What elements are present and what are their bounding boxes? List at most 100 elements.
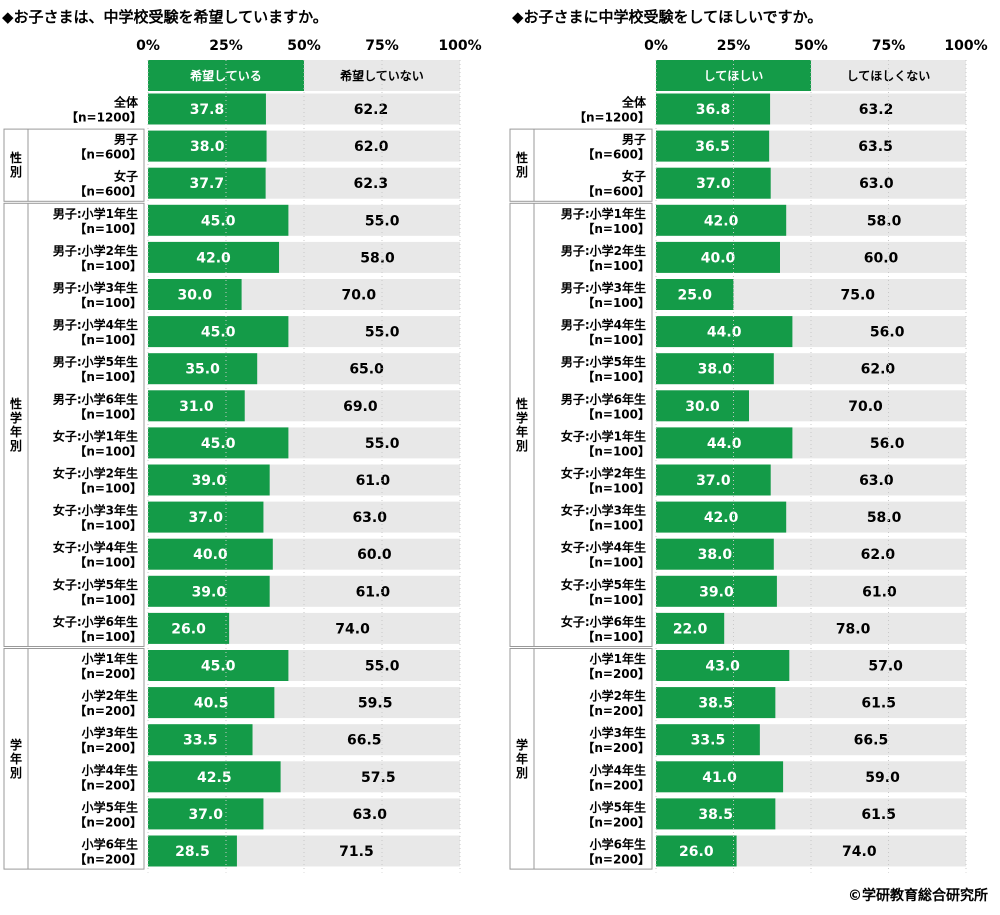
value-label-positive: 40.5 <box>194 696 229 712</box>
value-label-negative: 61.0 <box>356 584 391 600</box>
category-sample-size: 【n=100】 <box>74 406 142 421</box>
category-sample-size: 【n=100】 <box>582 592 650 607</box>
group-label-char: 年 <box>516 751 528 766</box>
category-sample-size: 【n=200】 <box>582 777 650 792</box>
bar-positive <box>656 761 784 793</box>
category-label: 男子:小学3年生 <box>561 280 646 295</box>
bar-positive <box>656 501 787 533</box>
value-label-positive: 40.0 <box>701 250 736 266</box>
category-label: 全体 <box>621 95 647 110</box>
category-sample-size: 【n=200】 <box>582 666 650 681</box>
value-label-positive: 37.0 <box>188 510 223 526</box>
legend-label: 希望している <box>189 68 262 83</box>
group-label: 性学年別 <box>9 396 22 453</box>
category-label: 小学2年生 <box>82 688 138 703</box>
bar-positive <box>656 835 737 867</box>
value-label-negative: 55.0 <box>365 213 400 229</box>
category-sample-size: 【n=100】 <box>74 221 142 236</box>
bar-positive <box>656 279 734 310</box>
category-label: 小学6年生 <box>82 837 138 852</box>
legend-swatch-want <box>656 60 811 91</box>
group-label-char: 別 <box>515 165 528 179</box>
category-sample-size: 【n=200】 <box>74 814 142 829</box>
value-label-positive: 26.0 <box>679 844 714 860</box>
bar-positive <box>148 538 273 570</box>
category-label: 男子:小学4年生 <box>53 317 138 332</box>
value-label-positive: 38.0 <box>698 362 733 378</box>
group-label-char: 別 <box>9 165 22 179</box>
value-label-negative: 61.5 <box>861 696 896 712</box>
bar-positive <box>656 464 771 496</box>
group-label-char: 別 <box>515 766 528 780</box>
bar-positive <box>148 316 289 348</box>
value-label-positive: 33.5 <box>691 733 726 749</box>
category-label: 女子:小学4年生 <box>53 540 138 555</box>
bar-positive <box>656 612 725 644</box>
category-label: 男子:小学2年生 <box>53 243 138 258</box>
category-sample-size: 【n=100】 <box>582 555 650 570</box>
value-label-negative: 63.0 <box>859 473 894 489</box>
category-sample-size: 【n=100】 <box>582 518 650 533</box>
group-label-char: 別 <box>515 439 528 453</box>
category-sample-size: 【n=200】 <box>582 814 650 829</box>
category-sample-size: 【n=200】 <box>74 852 142 867</box>
value-label-negative: 55.0 <box>365 436 400 452</box>
group-label-char: 年 <box>10 751 22 766</box>
group-label-char: 学 <box>516 410 528 425</box>
category-label: 女子 <box>114 169 138 184</box>
bar-positive <box>148 204 289 236</box>
category-label: 小学3年生 <box>82 725 138 740</box>
category-label: 女子:小学2年生 <box>561 466 646 481</box>
value-label-positive: 30.0 <box>685 399 720 415</box>
category-label: 男子 <box>114 133 138 147</box>
category-sample-size: 【n=100】 <box>74 369 142 384</box>
group-label: 性別 <box>9 150 22 179</box>
group-label-char: 別 <box>9 439 22 453</box>
value-label-negative: 63.0 <box>859 176 894 192</box>
category-label: 女子:小学3年生 <box>53 503 138 518</box>
value-label-negative: 71.5 <box>339 844 374 860</box>
group-label-char: 学 <box>516 737 528 752</box>
category-sample-size: 【n=200】 <box>74 703 142 718</box>
value-label-negative: 58.0 <box>360 250 395 266</box>
group-box <box>3 202 145 648</box>
x-tick-label: 75% <box>365 38 399 54</box>
chart-title: ◆お子さまは、中学校受験を希望していますか。 <box>2 8 328 26</box>
group-box <box>3 128 145 202</box>
value-label-negative: 62.0 <box>861 362 896 378</box>
x-tick-label: 100% <box>438 38 481 54</box>
category-label: 男子:小学1年生 <box>53 206 138 221</box>
bar-positive <box>656 427 793 459</box>
category-label: 小学3年生 <box>590 725 646 740</box>
value-label-positive: 43.0 <box>705 659 740 675</box>
category-label: 全体 <box>113 95 139 110</box>
category-sample-size: 【n=100】 <box>74 481 142 496</box>
category-label: 女子:小学6年生 <box>561 614 646 629</box>
value-label-negative: 74.0 <box>335 621 370 637</box>
value-label-negative: 56.0 <box>870 436 905 452</box>
category-sample-size: 【n=100】 <box>582 221 650 236</box>
group-label-char: 年 <box>10 424 22 439</box>
value-label-positive: 38.0 <box>698 547 733 563</box>
bar-positive <box>656 724 760 756</box>
category-label: 男子:小学1年生 <box>561 206 646 221</box>
category-sample-size: 【n=200】 <box>74 740 142 755</box>
value-label-positive: 36.8 <box>696 102 731 118</box>
x-tick-label: 0% <box>644 38 668 54</box>
bar-positive <box>148 650 289 681</box>
category-label: 男子:小学3年生 <box>53 280 138 295</box>
category-sample-size: 【n=600】 <box>582 147 650 162</box>
category-sample-size: 【n=100】 <box>582 406 650 421</box>
value-label-negative: 66.5 <box>854 733 889 749</box>
value-label-negative: 70.0 <box>848 399 883 415</box>
value-label-positive: 44.0 <box>707 325 742 341</box>
bar-positive <box>656 93 771 125</box>
value-label-positive: 35.0 <box>185 362 220 378</box>
category-sample-size: 【n=100】 <box>582 369 650 384</box>
bar-positive <box>656 204 787 236</box>
x-tick-label: 25% <box>717 38 751 54</box>
group-label: 性別 <box>515 150 528 179</box>
legend-swatch-hope <box>148 60 304 91</box>
category-label: 小学5年生 <box>590 799 646 814</box>
bar-positive <box>656 130 770 162</box>
